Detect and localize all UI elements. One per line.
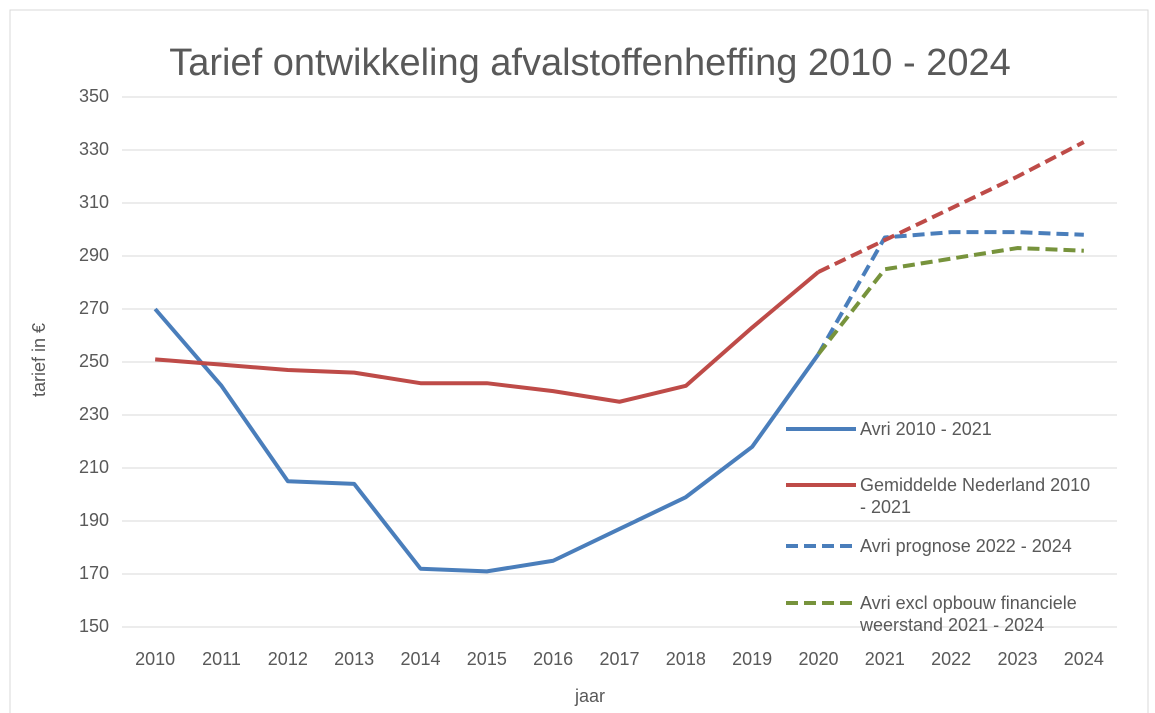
x-tick-label: 2019: [732, 649, 772, 669]
y-tick-label: 270: [79, 298, 109, 318]
series-line: [153, 307, 821, 574]
legend-label: Avri excl opbouw financiele weerstand 20…: [860, 593, 1077, 635]
y-tick-label: 150: [79, 616, 109, 636]
y-tick-label: 190: [79, 510, 109, 530]
series-line: [155, 270, 820, 404]
x-tick-label: 2015: [467, 649, 507, 669]
y-tick-label: 210: [79, 457, 109, 477]
y-tick-label: 170: [79, 563, 109, 583]
series-line: [817, 140, 1085, 274]
x-tick-label: 2014: [400, 649, 440, 669]
x-axis-label: jaar: [574, 686, 605, 706]
x-tick-label: 2020: [798, 649, 838, 669]
x-tick-label: 2012: [268, 649, 308, 669]
x-tick-label: 2017: [599, 649, 639, 669]
x-tick-label: 2023: [997, 649, 1037, 669]
x-tick-label: 2010: [135, 649, 175, 669]
x-tick-label: 2021: [865, 649, 905, 669]
legend-label: Avri prognose 2022 - 2024: [860, 536, 1072, 556]
legend-label: Gemiddelde Nederland 2010 - 2021: [860, 475, 1091, 517]
y-tick-label: 350: [79, 86, 109, 106]
chart-title: Tarief ontwikkeling afvalstoffenheffing …: [169, 42, 1011, 84]
legend-swatch: [786, 601, 856, 605]
legend-swatch: [786, 427, 856, 431]
y-axis-label: tarief in €: [29, 323, 49, 397]
series-line: [816, 230, 1084, 356]
legend-item: Avri excl opbouw financiele weerstand 20…: [786, 592, 1096, 636]
chart-border: [9, 9, 1149, 713]
x-tick-label: 2016: [533, 649, 573, 669]
x-tick-label: 2024: [1064, 649, 1104, 669]
y-tick-label: 310: [79, 192, 109, 212]
y-tick-label: 250: [79, 351, 109, 371]
series-line: [816, 246, 1084, 356]
legend-swatch: [786, 483, 856, 487]
x-tick-label: 2011: [202, 649, 241, 669]
y-tick-label: 230: [79, 404, 109, 424]
legend-swatch: [786, 544, 856, 548]
x-tick-label: 2013: [334, 649, 374, 669]
legend-item: Avri 2010 - 2021: [786, 418, 1096, 440]
legend-item: Avri prognose 2022 - 2024: [786, 535, 1096, 557]
y-tick-label: 290: [79, 245, 109, 265]
x-tick-label: 2022: [931, 649, 971, 669]
y-tick-label: 330: [79, 139, 109, 159]
legend-label: Avri 2010 - 2021: [860, 419, 992, 439]
legend-item: Gemiddelde Nederland 2010 - 2021: [786, 474, 1096, 518]
x-tick-label: 2018: [666, 649, 706, 669]
